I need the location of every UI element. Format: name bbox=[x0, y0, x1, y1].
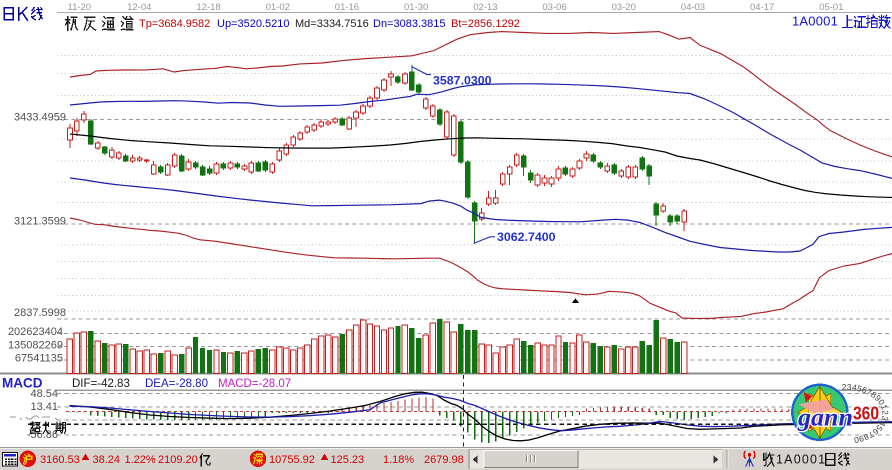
svg-text:48.54: 48.54 bbox=[30, 388, 58, 400]
svg-text:135082269: 135082269 bbox=[8, 339, 63, 351]
svg-text:3160.53: 3160.53 bbox=[40, 454, 80, 466]
svg-text:125.23: 125.23 bbox=[331, 454, 365, 466]
svg-text:1.18%: 1.18% bbox=[383, 454, 414, 466]
svg-text:DIF=-42.83: DIF=-42.83 bbox=[72, 378, 130, 390]
svg-text:Md=3334.7516: Md=3334.7516 bbox=[295, 18, 369, 30]
svg-text:1A0001: 1A0001 bbox=[792, 14, 838, 29]
svg-text:Dn=3083.3815: Dn=3083.3815 bbox=[373, 18, 445, 30]
svg-text:03-20: 03-20 bbox=[612, 2, 636, 13]
svg-text:01-30: 01-30 bbox=[404, 2, 428, 13]
svg-text:Bt=2856.1292: Bt=2856.1292 bbox=[451, 18, 520, 30]
svg-text:04-17: 04-17 bbox=[750, 2, 774, 13]
svg-text:04-03: 04-03 bbox=[681, 2, 705, 13]
svg-text:2109.20: 2109.20 bbox=[158, 454, 198, 466]
svg-text:12-18: 12-18 bbox=[196, 2, 220, 13]
svg-text:Up=3520.5210: Up=3520.5210 bbox=[217, 18, 289, 30]
svg-text:10755.92: 10755.92 bbox=[269, 454, 315, 466]
svg-text:1A0001: 1A0001 bbox=[776, 453, 826, 467]
svg-text:DEA=-28.80: DEA=-28.80 bbox=[145, 378, 208, 390]
svg-text:2679.98: 2679.98 bbox=[424, 454, 464, 466]
svg-text:3587.0300: 3587.0300 bbox=[433, 74, 492, 88]
svg-text:13.41: 13.41 bbox=[30, 401, 58, 413]
svg-text:-56.86: -56.86 bbox=[27, 429, 58, 441]
svg-text:Tp=3684.9582: Tp=3684.9582 bbox=[139, 18, 210, 30]
svg-text:38.24: 38.24 bbox=[93, 454, 121, 466]
svg-text:MACD: MACD bbox=[2, 376, 43, 391]
svg-text:2837.5998: 2837.5998 bbox=[14, 307, 66, 319]
svg-text:202623404: 202623404 bbox=[8, 326, 63, 338]
svg-text:11-20: 11-20 bbox=[68, 2, 92, 13]
svg-text:3121.3599: 3121.3599 bbox=[14, 216, 66, 228]
svg-text:360: 360 bbox=[853, 403, 879, 424]
svg-text:12-04: 12-04 bbox=[127, 2, 151, 13]
svg-text:67541135: 67541135 bbox=[15, 352, 63, 364]
svg-text:01-16: 01-16 bbox=[335, 2, 359, 13]
svg-text:MACD=-28.07: MACD=-28.07 bbox=[218, 378, 291, 390]
svg-text:05-01: 05-01 bbox=[819, 2, 843, 13]
svg-text:3433.4959: 3433.4959 bbox=[14, 111, 66, 123]
svg-text:1.22%: 1.22% bbox=[125, 454, 156, 466]
svg-text:02-13: 02-13 bbox=[473, 2, 497, 13]
svg-text:01-02: 01-02 bbox=[266, 2, 290, 13]
svg-text:03-06: 03-06 bbox=[542, 2, 566, 13]
svg-text:3062.7400: 3062.7400 bbox=[497, 230, 556, 244]
svg-text:gann: gann bbox=[797, 405, 853, 432]
